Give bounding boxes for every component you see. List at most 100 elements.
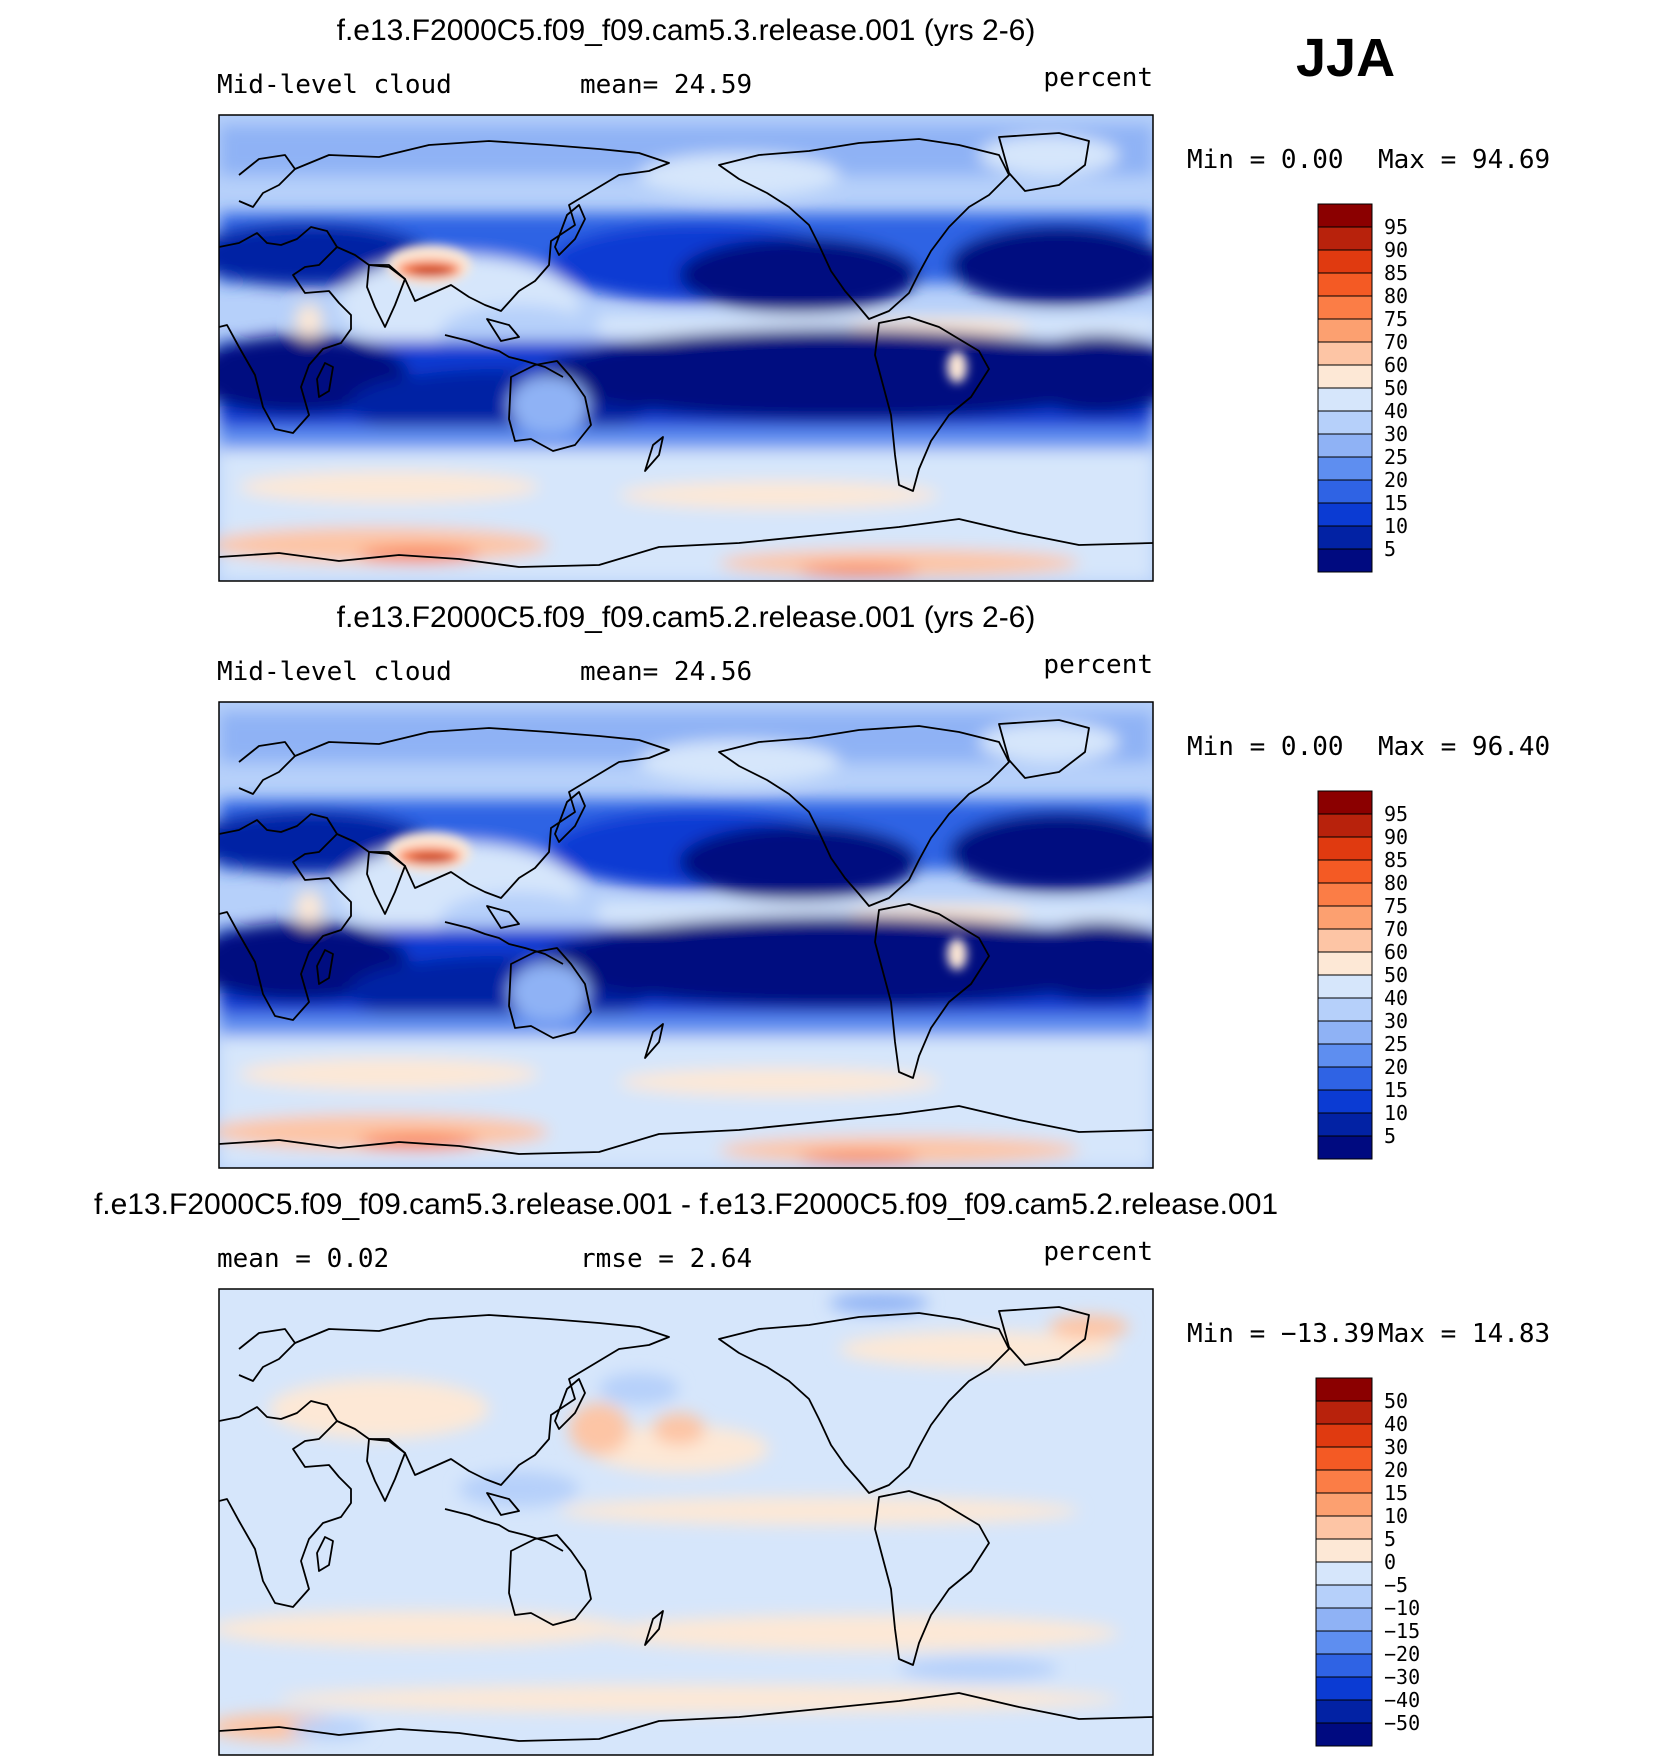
panel-1: f.e13.F2000C5.f09_f09.cam5.3.release.001… bbox=[217, 14, 1550, 582]
colorbar-tick-label: 60 bbox=[1384, 940, 1408, 964]
colorbar-tick-label: 25 bbox=[1384, 1032, 1408, 1056]
panel-statistic-label: rmse = 2.64 bbox=[580, 1244, 752, 1274]
colorbar-swatch bbox=[1317, 318, 1373, 343]
map-frame bbox=[218, 701, 1154, 1169]
colorbar-tick-label: 10 bbox=[1384, 1504, 1408, 1528]
colorbar-swatch bbox=[1317, 905, 1373, 930]
colorbar-swatch bbox=[1317, 249, 1373, 274]
colorbar-swatch bbox=[1317, 928, 1373, 953]
panel-min-label: Min = −13.39 bbox=[1187, 1319, 1375, 1349]
colorbar-swatch bbox=[1317, 1089, 1373, 1114]
colorbar-tick-label: −50 bbox=[1384, 1711, 1420, 1735]
panel-max-label: Max = 14.83 bbox=[1378, 1319, 1550, 1349]
colorbar-tick-label: 70 bbox=[1384, 330, 1408, 354]
colorbar-tick-label: −40 bbox=[1384, 1688, 1420, 1712]
colorbar-swatch bbox=[1315, 1423, 1373, 1448]
colorbar-swatch bbox=[1315, 1538, 1373, 1563]
map-frame bbox=[218, 114, 1154, 582]
colorbar-tick-label: 30 bbox=[1384, 422, 1408, 446]
colorbar-tick-label: −15 bbox=[1384, 1619, 1420, 1643]
colorbar-swatch bbox=[1317, 974, 1373, 999]
colorbar-tick-label: 0 bbox=[1384, 1550, 1396, 1574]
colorbar-swatch bbox=[1315, 1630, 1373, 1655]
colorbar-tick-label: 5 bbox=[1384, 537, 1396, 561]
colorbar-tick-label: 20 bbox=[1384, 1458, 1408, 1482]
colorbar-swatch bbox=[1317, 295, 1373, 320]
colorbar-swatch bbox=[1317, 790, 1373, 815]
panel-units-label: percent bbox=[1043, 63, 1153, 93]
colorbar-tick-label: 95 bbox=[1384, 802, 1408, 826]
season-label: JJA bbox=[1296, 28, 1395, 88]
panel-variable-label: Mid-level cloud bbox=[217, 657, 452, 687]
colorbar-swatch bbox=[1315, 1400, 1373, 1425]
colorbar-tick-label: 85 bbox=[1384, 848, 1408, 872]
colorbar-tick-label: 70 bbox=[1384, 917, 1408, 941]
colorbar-swatch bbox=[1317, 951, 1373, 976]
colorbar-swatch bbox=[1317, 433, 1373, 458]
colorbar-tick-label: −10 bbox=[1384, 1596, 1420, 1620]
colorbar-swatch bbox=[1317, 882, 1373, 907]
colorbar-tick-label: 95 bbox=[1384, 215, 1408, 239]
colorbar-swatch bbox=[1317, 203, 1373, 228]
colorbar-swatch bbox=[1315, 1446, 1373, 1471]
colorbar-tick-label: 50 bbox=[1384, 376, 1408, 400]
colorbar-swatch bbox=[1315, 1584, 1373, 1609]
colorbar-tick-label: 60 bbox=[1384, 353, 1408, 377]
panel-title: f.e13.F2000C5.f09_f09.cam5.3.release.001… bbox=[94, 1188, 1278, 1221]
panel-min-label: Min = 0.00 bbox=[1187, 145, 1344, 175]
map-field bbox=[219, 115, 1153, 581]
colorbar-tick-label: 40 bbox=[1384, 399, 1408, 423]
colorbar-tick-label: 40 bbox=[1384, 986, 1408, 1010]
colorbar-tick-label: −20 bbox=[1384, 1642, 1420, 1666]
colorbar-swatch bbox=[1315, 1699, 1373, 1724]
colorbar-swatch bbox=[1317, 341, 1373, 366]
panel-units-label: percent bbox=[1043, 650, 1153, 680]
colorbar-tick-label: 40 bbox=[1384, 1412, 1408, 1436]
colorbar-swatch bbox=[1317, 1066, 1373, 1091]
colorbar-tick-label: 50 bbox=[1384, 1389, 1408, 1413]
colorbar-swatch bbox=[1317, 387, 1373, 412]
colorbar-swatch bbox=[1315, 1561, 1373, 1586]
colorbar-swatch bbox=[1317, 525, 1373, 550]
colorbar-swatch bbox=[1315, 1653, 1373, 1678]
colorbar-tick-label: 50 bbox=[1384, 963, 1408, 987]
colorbar-tick-label: 90 bbox=[1384, 238, 1408, 262]
map-frame bbox=[218, 1288, 1154, 1756]
colorbar-swatch bbox=[1317, 479, 1373, 504]
colorbar-tick-label: 5 bbox=[1384, 1527, 1396, 1551]
colorbar-swatch bbox=[1317, 1135, 1373, 1160]
colorbar-tick-label: 90 bbox=[1384, 825, 1408, 849]
colorbar-tick-label: 75 bbox=[1384, 894, 1408, 918]
colorbar-swatch bbox=[1317, 272, 1373, 297]
colorbar-swatch bbox=[1317, 1020, 1373, 1045]
colorbar-swatch bbox=[1315, 1722, 1373, 1747]
panel-statistic-label: mean= 24.56 bbox=[580, 657, 752, 687]
colorbar-tick-label: 75 bbox=[1384, 307, 1408, 331]
colorbar-tick-label: 80 bbox=[1384, 871, 1408, 895]
map-field bbox=[219, 702, 1153, 1168]
map-field bbox=[219, 1289, 1153, 1755]
colorbar-tick-label: 10 bbox=[1384, 1101, 1408, 1125]
colorbar-swatch bbox=[1317, 410, 1373, 435]
colorbar-swatch bbox=[1315, 1377, 1373, 1402]
panel-variable-label: mean = 0.02 bbox=[217, 1244, 389, 1274]
colorbar-tick-label: 10 bbox=[1384, 514, 1408, 538]
colorbar-swatch bbox=[1315, 1492, 1373, 1517]
colorbar-swatch bbox=[1315, 1515, 1373, 1540]
colorbar-tick-label: −5 bbox=[1384, 1573, 1408, 1597]
colorbar-swatch bbox=[1317, 226, 1373, 251]
colorbar-tick-label: −30 bbox=[1384, 1665, 1420, 1689]
colorbar-tick-label: 15 bbox=[1384, 491, 1408, 515]
panel-units-label: percent bbox=[1043, 1237, 1153, 1267]
panel-2: f.e13.F2000C5.f09_f09.cam5.2.release.001… bbox=[217, 601, 1550, 1169]
colorbar-swatch bbox=[1317, 502, 1373, 527]
colorbar-swatch bbox=[1317, 1043, 1373, 1068]
colorbar-tick-label: 80 bbox=[1384, 284, 1408, 308]
colorbar-swatch bbox=[1317, 859, 1373, 884]
panel-title: f.e13.F2000C5.f09_f09.cam5.3.release.001… bbox=[337, 14, 1036, 47]
panel-max-label: Max = 96.40 bbox=[1378, 732, 1550, 762]
